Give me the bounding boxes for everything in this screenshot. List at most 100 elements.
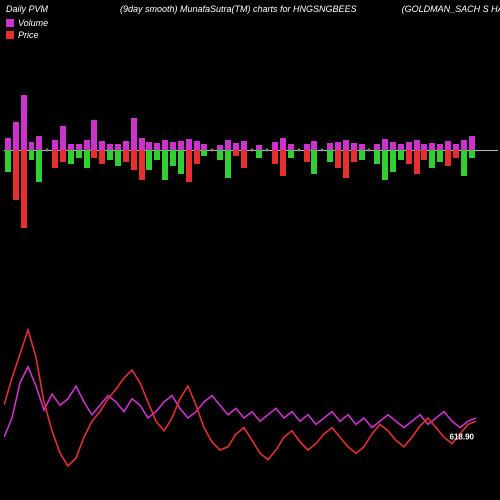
price-bar (461, 150, 467, 176)
bar-group (193, 60, 201, 240)
bar-group (318, 60, 326, 240)
bar-group (35, 60, 43, 240)
price-bar (335, 150, 341, 168)
volume-bar (280, 138, 286, 150)
bar-group (256, 60, 264, 240)
bar-group (169, 60, 177, 240)
bar-group (279, 60, 287, 240)
price-bar (186, 150, 192, 182)
main-title: Daily PVM (6, 4, 48, 14)
volume-bar (123, 141, 129, 150)
volume-bar (154, 143, 160, 150)
bar-dot (266, 149, 269, 152)
bar-group (98, 60, 106, 240)
price-bar (52, 150, 58, 168)
bar-group (161, 60, 169, 240)
price-line (4, 330, 476, 466)
bar-dot (250, 149, 253, 152)
bar-group (342, 60, 350, 240)
bar-group (436, 60, 444, 240)
volume-line (4, 367, 476, 437)
volume-bar (170, 142, 176, 150)
price-bar (5, 150, 11, 172)
price-bar (280, 150, 286, 176)
bar-group (67, 60, 75, 240)
bars-container (4, 60, 476, 240)
price-bar (178, 150, 184, 174)
bar-group (216, 60, 224, 240)
price-bar (288, 150, 294, 158)
bar-group (405, 60, 413, 240)
bar-group (145, 60, 153, 240)
price-bar (374, 150, 380, 164)
bar-group (413, 60, 421, 240)
price-bar (60, 150, 66, 162)
volume-bar (162, 140, 168, 150)
bar-group (468, 60, 476, 240)
bar-group (177, 60, 185, 240)
bar-group (263, 60, 271, 240)
bar-group (28, 60, 36, 240)
price-bar (327, 150, 333, 162)
bar-group (83, 60, 91, 240)
price-bar (107, 150, 113, 160)
volume-bar (414, 140, 420, 150)
bar-group (240, 60, 248, 240)
price-bar (390, 150, 396, 172)
bar-group (428, 60, 436, 240)
volume-bar (429, 143, 435, 150)
volume-bar (186, 139, 192, 150)
volume-bar (335, 142, 341, 150)
volume-bar (91, 120, 97, 150)
price-last-label: 618.90 (450, 433, 474, 442)
price-bar (36, 150, 42, 182)
volume-bar (139, 138, 145, 150)
price-bar (304, 150, 310, 162)
price-bar (256, 150, 262, 158)
subtitle-left: (9day smooth) MunafaSutra(TM) charts for… (120, 4, 357, 14)
volume-bar (382, 139, 388, 150)
volume-bar (60, 126, 66, 150)
bar-group (90, 60, 98, 240)
price-bar (194, 150, 200, 164)
volume-bar (406, 142, 412, 150)
volume-bar (99, 141, 105, 150)
bar-group (106, 60, 114, 240)
price-bar (359, 150, 365, 160)
bar-group (75, 60, 83, 240)
bar-group (224, 60, 232, 240)
price-bar (351, 150, 357, 162)
price-bar (29, 150, 35, 160)
legend: Volume Price (6, 18, 48, 40)
subtitle: (9day smooth) MunafaSutra(TM) charts for… (120, 4, 496, 14)
price-bar (131, 150, 137, 170)
bar-group (366, 60, 374, 240)
legend-swatch-price (6, 31, 14, 39)
price-bar (421, 150, 427, 160)
price-bar (91, 150, 97, 158)
price-bar (201, 150, 207, 156)
volume-bar (272, 142, 278, 150)
bar-dot (321, 149, 324, 152)
bar-group (12, 60, 20, 240)
bar-group (4, 60, 12, 240)
volume-bar (21, 95, 27, 150)
price-bar (453, 150, 459, 158)
bar-dot (368, 149, 371, 152)
bar-group (287, 60, 295, 240)
price-bar (123, 150, 129, 162)
volume-bar (343, 140, 349, 150)
volume-bar (84, 140, 90, 150)
volume-bar (29, 142, 35, 150)
volume-bar (52, 140, 58, 150)
bar-group (389, 60, 397, 240)
price-bar (382, 150, 388, 180)
price-bar (115, 150, 121, 166)
volume-bar (178, 141, 184, 150)
legend-item-volume: Volume (6, 18, 48, 28)
price-bar (225, 150, 231, 178)
volume-bar (461, 140, 467, 150)
bar-group (59, 60, 67, 240)
price-bar (76, 150, 82, 158)
bar-group (381, 60, 389, 240)
